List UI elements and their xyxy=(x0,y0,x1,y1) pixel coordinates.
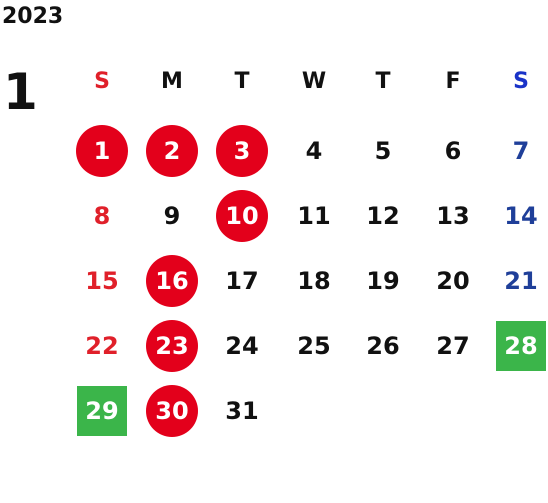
day-cell[interactable]: 14 xyxy=(504,202,538,230)
weekday-header: T xyxy=(375,68,391,94)
day-cell[interactable]: 5 xyxy=(374,137,392,165)
day-cell[interactable]: 26 xyxy=(366,332,400,360)
weekday-header: F xyxy=(445,68,461,94)
day-cell[interactable]: 16 xyxy=(146,255,198,307)
day-cell[interactable]: 15 xyxy=(85,267,119,295)
day-cell[interactable]: 19 xyxy=(366,267,400,295)
day-cell[interactable]: 17 xyxy=(225,267,259,295)
calendar-year: 2023 xyxy=(2,4,64,29)
weekday-header: W xyxy=(301,68,327,94)
day-cell[interactable]: 18 xyxy=(297,267,331,295)
weekday-header: T xyxy=(234,68,250,94)
day-cell[interactable]: 25 xyxy=(297,332,331,360)
day-cell[interactable]: 24 xyxy=(225,332,259,360)
day-cell[interactable]: 6 xyxy=(444,137,462,165)
weekday-header: S xyxy=(513,68,529,94)
day-cell[interactable]: 29 xyxy=(77,386,127,436)
weekday-header: S xyxy=(94,68,110,94)
day-cell[interactable]: 20 xyxy=(436,267,470,295)
day-cell[interactable]: 7 xyxy=(512,137,530,165)
day-cell[interactable]: 3 xyxy=(216,125,268,177)
day-cell[interactable]: 13 xyxy=(436,202,470,230)
day-cell[interactable]: 27 xyxy=(436,332,470,360)
day-cell[interactable]: 30 xyxy=(146,385,198,437)
day-cell[interactable]: 11 xyxy=(297,202,331,230)
day-cell[interactable]: 8 xyxy=(93,202,111,230)
day-cell[interactable]: 12 xyxy=(366,202,400,230)
calendar-month: 1 xyxy=(3,63,38,121)
day-cell[interactable]: 4 xyxy=(305,137,323,165)
day-cell[interactable]: 21 xyxy=(504,267,538,295)
day-cell[interactable]: 9 xyxy=(163,202,181,230)
day-cell[interactable]: 1 xyxy=(76,125,128,177)
day-cell[interactable]: 2 xyxy=(146,125,198,177)
day-cell[interactable]: 23 xyxy=(146,320,198,372)
day-cell[interactable]: 31 xyxy=(225,397,259,425)
day-cell[interactable]: 22 xyxy=(85,332,119,360)
day-cell[interactable]: 28 xyxy=(496,321,546,371)
weekday-header: M xyxy=(161,68,183,94)
day-cell[interactable]: 10 xyxy=(216,190,268,242)
